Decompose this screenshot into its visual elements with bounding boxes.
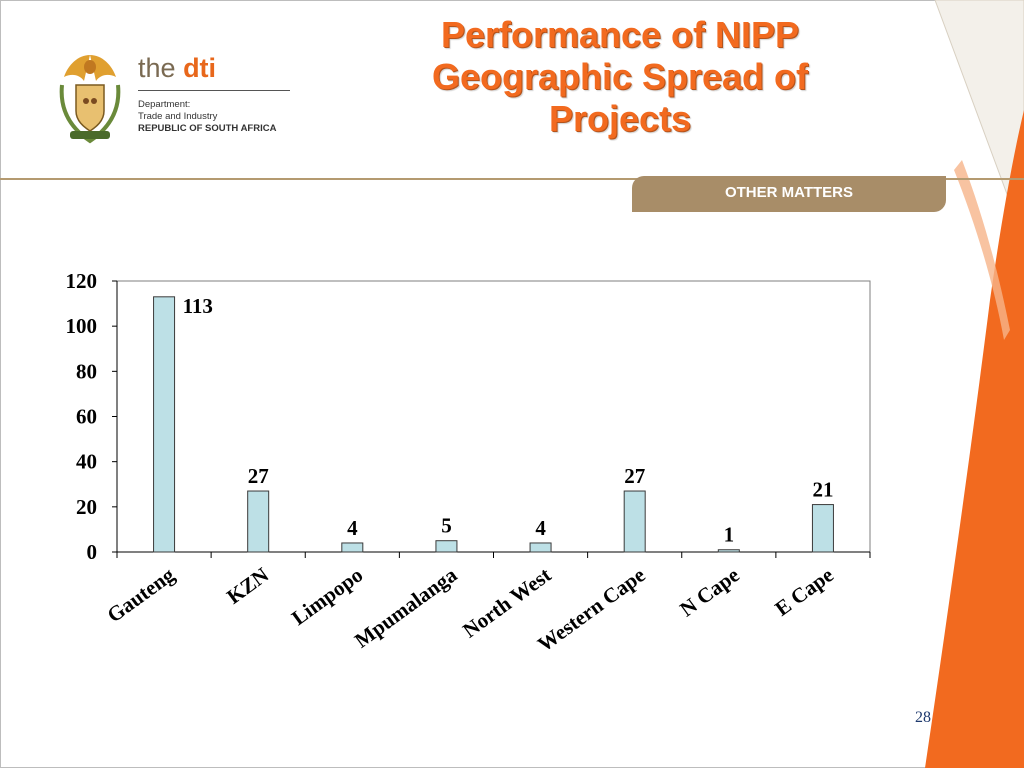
x-tick-label: N Cape [675,563,743,622]
y-tick-label: 20 [76,495,97,519]
y-tick-label: 100 [66,314,98,338]
brand-name: the dti [138,53,216,84]
bar [623,490,646,553]
data-label: 113 [183,294,213,318]
y-tick-label: 0 [87,540,98,564]
section-tab: OTHER MATTERS [632,176,946,212]
data-label: 1 [724,523,735,547]
x-tick-label: Mpumalanga [350,562,462,652]
y-tick-label: 40 [76,450,97,474]
data-label: 5 [441,514,452,538]
slide-title-line-2: Geographic Spread of [431,56,809,98]
bar [153,296,176,553]
y-tick-label: 80 [76,359,97,383]
bar [247,490,270,553]
data-label: 21 [812,478,833,502]
bar [435,540,458,553]
department-name: Trade and Industry [138,111,218,122]
dti-logo: the dti Department: Trade and Industry R… [50,45,310,150]
bar [717,549,740,553]
header-band [0,0,1024,180]
plot-area [116,280,871,553]
y-tick-label: 120 [66,269,98,293]
brand-dti: dti [183,53,217,83]
brand-divider [138,90,290,91]
x-tick-label: Limpopo [287,563,367,630]
x-tick-label: E Cape [770,563,837,621]
x-tick-label: KZN [222,563,273,609]
slide-title: Performance of NIPP Geographic Spread of… [320,14,920,140]
y-tick-label: 60 [76,405,97,429]
brand-the: the [138,53,176,83]
page-number: 28 [915,709,931,726]
bar [341,542,364,553]
data-label: 4 [347,516,358,540]
data-label: 27 [624,464,645,488]
data-label: 4 [535,516,546,540]
republic-label: REPUBLIC OF SOUTH AFRICA [138,123,277,134]
slide-title-line-1: Performance of NIPP [440,14,800,55]
bar [529,542,552,553]
data-label: 27 [248,464,269,488]
department-label: Department: [138,99,191,110]
bar [811,504,834,553]
slide-title-line-3: Projects [548,98,692,140]
coat-of-arms-icon [59,55,121,144]
x-tick-label: Gauteng [103,562,180,627]
